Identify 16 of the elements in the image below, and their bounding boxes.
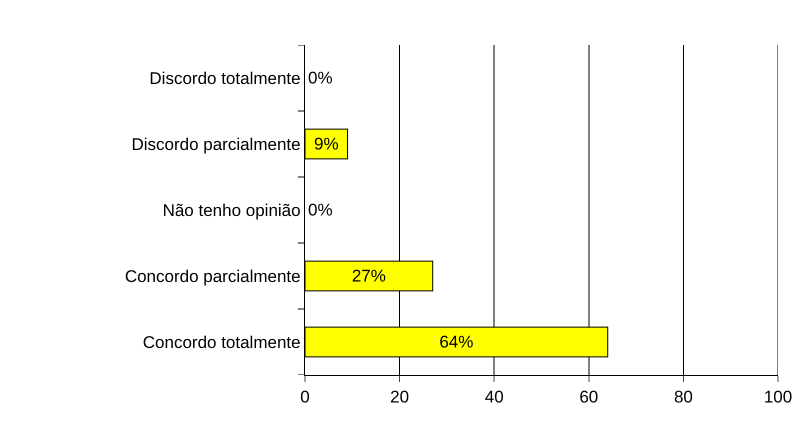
x-tick-label: 100 [764,387,792,406]
x-tick-label: 80 [674,387,693,406]
y-tick-label: Discordo totalmente [149,68,301,88]
y-tick-label: Não tenho opinião [162,200,301,220]
y-tick-label: Concordo parcialmente [124,266,301,286]
data-label: 64% [439,332,474,352]
x-tick-label: 60 [579,387,598,406]
x-tick-label: 0 [300,387,310,406]
y-tick-label: Concordo totalmente [142,332,301,352]
x-tick-label: 40 [484,387,504,406]
data-label: 0% [308,200,333,220]
data-label: 27% [352,266,386,286]
data-label: 9% [314,134,339,154]
x-tick-label: 20 [390,387,410,406]
data-label: 0% [308,68,333,88]
y-tick-label: Discordo parcialmente [131,134,301,154]
